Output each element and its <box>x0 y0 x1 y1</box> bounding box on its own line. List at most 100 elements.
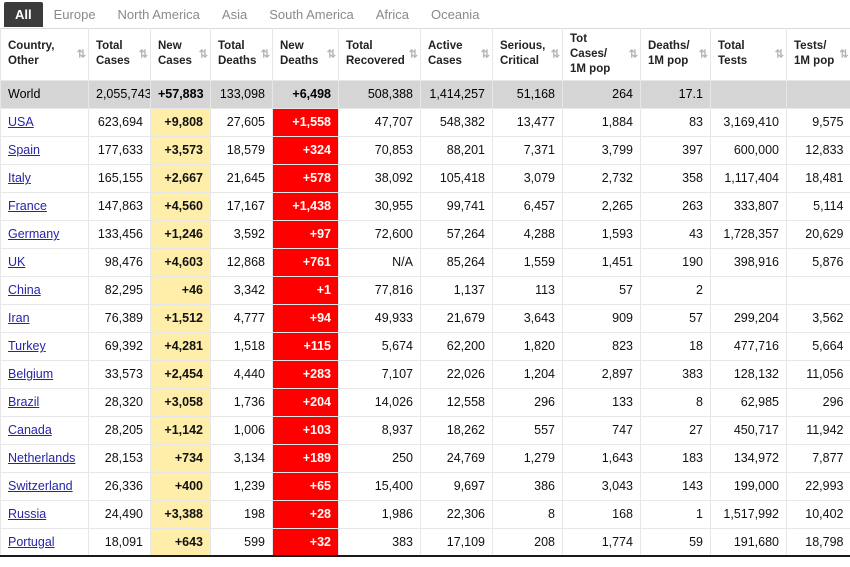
covid-table: Country, Other ⇅ Total Cases ⇅ New Cases ⇅ Tot… <box>0 28 850 558</box>
country-link[interactable]: China <box>8 283 41 298</box>
column-header-label: Tests/ 1M pop <box>794 40 835 68</box>
value-cell: 12,833 <box>786 136 850 165</box>
value-cell: 57 <box>562 276 641 305</box>
value-cell: 14,026 <box>338 388 421 417</box>
value-cell: 38,092 <box>338 164 421 193</box>
value-cell: +1,142 <box>150 416 211 445</box>
column-header-8[interactable]: Tot Cases/ 1M pop ⇅ <box>562 28 641 81</box>
sort-icon[interactable]: ⇅ <box>698 48 708 61</box>
column-header-label: Deaths/ 1M pop <box>648 40 690 68</box>
value-cell: +1,246 <box>150 220 211 249</box>
value-cell: 1,117,404 <box>710 164 787 193</box>
tab-north-america[interactable]: North America <box>117 6 200 22</box>
country-link[interactable]: Germany <box>8 227 60 242</box>
country-link[interactable]: UK <box>8 255 26 270</box>
country-link[interactable]: Italy <box>8 171 31 186</box>
column-header-11[interactable]: Tests/ 1M pop ⇅ <box>786 28 850 81</box>
tab-asia[interactable]: Asia <box>221 6 248 22</box>
tab-europe[interactable]: Europe <box>53 6 96 22</box>
column-header-4[interactable]: New Deaths ⇅ <box>272 28 339 81</box>
value-cell: 183 <box>640 444 711 473</box>
sort-icon[interactable]: ⇅ <box>138 48 148 61</box>
column-header-10[interactable]: Total Tests ⇅ <box>710 28 787 81</box>
column-header-5[interactable]: Total Recovered ⇅ <box>338 28 421 81</box>
column-header-label: Total Tests <box>718 40 748 68</box>
value-cell: +28 <box>272 500 339 529</box>
sort-icon[interactable]: ⇅ <box>839 48 849 61</box>
value-cell: 69,392 <box>88 332 151 361</box>
column-header-0[interactable]: Country, Other ⇅ <box>0 28 89 81</box>
value-cell: +65 <box>272 472 339 501</box>
country-link[interactable]: Brazil <box>8 395 40 410</box>
value-cell: 28,153 <box>88 444 151 473</box>
sort-icon[interactable]: ⇅ <box>774 48 784 61</box>
country-link[interactable]: Belgium <box>8 367 54 382</box>
column-header-1[interactable]: Total Cases ⇅ <box>88 28 151 81</box>
value-cell: 1,643 <box>562 444 641 473</box>
tab-south-america[interactable]: South America <box>269 6 354 22</box>
value-cell: 4,288 <box>492 220 563 249</box>
value-cell: 33,573 <box>88 360 151 389</box>
value-cell: 177,633 <box>88 136 151 165</box>
column-header-7[interactable]: Serious, Critical ⇅ <box>492 28 563 81</box>
country-link[interactable]: Iran <box>8 311 30 326</box>
value-cell: 18,481 <box>786 164 850 193</box>
country-link[interactable]: Russia <box>8 507 47 522</box>
tab-all[interactable]: All <box>4 1 43 27</box>
column-header-3[interactable]: Total Deaths ⇅ <box>210 28 273 81</box>
value-cell: 10,402 <box>786 500 850 529</box>
country-link[interactable]: France <box>8 199 47 214</box>
value-cell: +2,667 <box>150 164 211 193</box>
sort-icon[interactable]: ⇅ <box>480 48 490 61</box>
table-row: Belgium 33,573 +2,454 4,440 +283 7,107 22,026 1… <box>0 360 850 389</box>
value-cell: +3,388 <box>150 500 211 529</box>
value-cell: 5,876 <box>786 248 850 277</box>
country-cell: Netherlands <box>0 444 89 473</box>
value-cell: 823 <box>562 332 641 361</box>
value-cell: 17,109 <box>420 528 493 557</box>
country-cell: UK <box>0 248 89 277</box>
value-cell: 12,868 <box>210 248 273 277</box>
value-cell: +3,058 <box>150 388 211 417</box>
value-cell: 28,205 <box>88 416 151 445</box>
column-header-2[interactable]: New Cases ⇅ <box>150 28 211 81</box>
column-header-6[interactable]: Active Cases ⇅ <box>420 28 493 81</box>
column-header-9[interactable]: Deaths/ 1M pop ⇅ <box>640 28 711 81</box>
tab-africa[interactable]: Africa <box>375 6 409 22</box>
value-cell: 7,877 <box>786 444 850 473</box>
value-cell: 43 <box>640 220 711 249</box>
country-link[interactable]: Portugal <box>8 535 55 550</box>
table-row: Portugal 18,091 +643 599 +32 383 17,109 208 1,77… <box>0 528 850 557</box>
country-cell: Russia <box>0 500 89 529</box>
value-cell: 3,592 <box>210 220 273 249</box>
value-cell: 143 <box>640 472 711 501</box>
sort-icon[interactable]: ⇅ <box>408 48 418 61</box>
sort-icon[interactable]: ⇅ <box>628 48 638 61</box>
sort-icon[interactable]: ⇅ <box>550 48 560 61</box>
country-link[interactable]: Turkey <box>8 339 46 354</box>
country-link[interactable]: USA <box>8 115 34 130</box>
value-cell: 22,993 <box>786 472 850 501</box>
country-link[interactable]: Spain <box>8 143 40 158</box>
tab-oceania[interactable]: Oceania <box>431 6 480 22</box>
country-link[interactable]: Switzerland <box>8 479 73 494</box>
value-cell: 49,933 <box>338 304 421 333</box>
country-cell: Germany <box>0 220 89 249</box>
sort-icon[interactable]: ⇅ <box>326 48 336 61</box>
value-cell: 21,679 <box>420 304 493 333</box>
country-cell: France <box>0 192 89 221</box>
table-row: China 82,295 +46 3,342 +1 77,816 1,137 113 57 2 <box>0 276 850 305</box>
value-cell: 1,884 <box>562 108 641 137</box>
value-cell: +94 <box>272 304 339 333</box>
country-link[interactable]: Canada <box>8 423 52 438</box>
sort-icon[interactable]: ⇅ <box>198 48 208 61</box>
country-link[interactable]: Netherlands <box>8 451 76 466</box>
sort-icon[interactable]: ⇅ <box>76 48 86 61</box>
value-cell: 383 <box>338 528 421 557</box>
country-cell: Switzerland <box>0 472 89 501</box>
value-cell: +6,498 <box>272 80 339 109</box>
value-cell: 1,774 <box>562 528 641 557</box>
value-cell: 477,716 <box>710 332 787 361</box>
sort-icon[interactable]: ⇅ <box>260 48 270 61</box>
